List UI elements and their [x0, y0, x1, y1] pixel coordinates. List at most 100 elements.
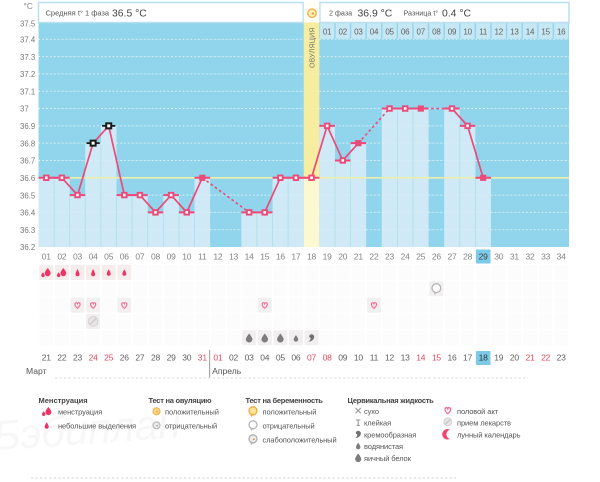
- svg-text:23: 23: [73, 353, 83, 363]
- svg-text:19: 19: [494, 353, 504, 363]
- svg-text:04: 04: [89, 252, 99, 262]
- svg-text:16: 16: [447, 353, 457, 363]
- svg-text:09: 09: [167, 252, 177, 262]
- svg-text:31: 31: [510, 252, 520, 262]
- svg-text:15: 15: [432, 353, 442, 363]
- svg-text:°C: °C: [24, 1, 33, 11]
- svg-text:небольшие выделения: небольшие выделения: [58, 422, 136, 431]
- svg-text:28: 28: [151, 353, 161, 363]
- svg-text:кремообразная: кремообразная: [364, 430, 416, 439]
- svg-text:Апрель: Апрель: [212, 366, 242, 376]
- svg-text:09: 09: [338, 353, 348, 363]
- svg-text:Тест на беременность: Тест на беременность: [246, 396, 324, 405]
- svg-text:03: 03: [245, 353, 255, 363]
- svg-text:клейкая: клейкая: [364, 419, 391, 428]
- svg-text:13: 13: [229, 252, 239, 262]
- svg-text:37.1: 37.1: [20, 87, 35, 96]
- svg-text:12: 12: [495, 28, 504, 37]
- svg-text:ОВУЛЯЦИЯ: ОВУЛЯЦИЯ: [309, 27, 316, 68]
- svg-text:08: 08: [323, 353, 333, 363]
- svg-text:13: 13: [401, 353, 411, 363]
- svg-text:04: 04: [370, 28, 379, 37]
- svg-text:23: 23: [557, 353, 567, 363]
- svg-text:24: 24: [89, 353, 99, 363]
- svg-text:16: 16: [276, 252, 286, 262]
- svg-text:слабоположительный: слабоположительный: [263, 436, 337, 445]
- svg-text:31: 31: [198, 353, 208, 363]
- svg-text:02: 02: [57, 252, 67, 262]
- svg-text:17: 17: [291, 252, 301, 262]
- svg-text:2 фаза: 2 фаза: [329, 9, 352, 18]
- svg-text:36.5 °C: 36.5 °C: [112, 9, 147, 20]
- svg-text:05: 05: [276, 353, 286, 363]
- svg-text:25: 25: [104, 353, 114, 363]
- svg-text:Разница t°: Разница t°: [404, 9, 439, 18]
- svg-text:отрицательный: отрицательный: [263, 422, 315, 431]
- svg-text:12: 12: [213, 252, 223, 262]
- svg-text:30: 30: [182, 353, 192, 363]
- svg-text:07: 07: [135, 252, 145, 262]
- svg-text:положительный: положительный: [263, 408, 317, 417]
- svg-text:09: 09: [448, 28, 457, 37]
- svg-text:36.2: 36.2: [20, 243, 35, 252]
- svg-text:24: 24: [401, 252, 411, 262]
- svg-text:14: 14: [416, 353, 426, 363]
- svg-text:37.3: 37.3: [20, 53, 35, 62]
- svg-text:0.4 °C: 0.4 °C: [442, 9, 471, 20]
- svg-text:36.7: 36.7: [20, 157, 35, 166]
- svg-text:прием лекарств: прием лекарств: [457, 419, 511, 428]
- svg-text:21: 21: [42, 353, 52, 363]
- svg-text:37.2: 37.2: [20, 70, 35, 79]
- svg-text:36.9 °C: 36.9 °C: [358, 9, 393, 20]
- svg-text:Цервикальная жидкость: Цервикальная жидкость: [348, 396, 435, 405]
- svg-text:30: 30: [494, 252, 504, 262]
- svg-text:10: 10: [354, 353, 364, 363]
- svg-text:06: 06: [120, 252, 130, 262]
- svg-text:11: 11: [370, 353, 379, 363]
- svg-text:16: 16: [557, 28, 566, 37]
- svg-text:29: 29: [479, 252, 489, 262]
- svg-text:36.4: 36.4: [20, 209, 36, 218]
- svg-text:21: 21: [354, 252, 364, 262]
- svg-text:отрицательный: отрицательный: [165, 422, 217, 431]
- svg-text:34: 34: [557, 252, 567, 262]
- svg-text:07: 07: [417, 28, 426, 37]
- svg-text:Март: Март: [26, 366, 47, 376]
- svg-text:01: 01: [42, 252, 52, 262]
- svg-text:20: 20: [338, 252, 348, 262]
- svg-text:36.9: 36.9: [20, 122, 35, 131]
- svg-text:водянистая: водянистая: [364, 442, 403, 451]
- svg-text:32: 32: [525, 252, 535, 262]
- svg-text:15: 15: [260, 252, 270, 262]
- svg-text:29: 29: [167, 353, 177, 363]
- svg-text:12: 12: [385, 353, 395, 363]
- svg-text:положительный: положительный: [165, 408, 219, 417]
- svg-text:07: 07: [307, 353, 317, 363]
- svg-text:03: 03: [73, 252, 83, 262]
- svg-text:36.6: 36.6: [20, 174, 35, 183]
- svg-text:15: 15: [541, 28, 550, 37]
- svg-text:02: 02: [339, 28, 348, 37]
- svg-text:28: 28: [463, 252, 473, 262]
- svg-text:04: 04: [260, 353, 270, 363]
- svg-text:33: 33: [541, 252, 551, 262]
- svg-text:05: 05: [104, 252, 114, 262]
- svg-text:03: 03: [354, 28, 363, 37]
- svg-text:08: 08: [151, 252, 161, 262]
- svg-text:21: 21: [525, 353, 535, 363]
- svg-text:14: 14: [245, 252, 255, 262]
- svg-text:19: 19: [323, 252, 333, 262]
- svg-text:01: 01: [213, 353, 223, 363]
- svg-text:17: 17: [463, 353, 473, 363]
- svg-text:02: 02: [229, 353, 239, 363]
- svg-text:22: 22: [57, 353, 67, 363]
- svg-text:сухо: сухо: [364, 407, 379, 416]
- svg-text:18: 18: [307, 252, 317, 262]
- svg-text:37.4: 37.4: [20, 36, 36, 45]
- svg-text:25: 25: [416, 252, 426, 262]
- svg-text:11: 11: [479, 28, 488, 37]
- svg-text:22: 22: [541, 353, 551, 363]
- svg-text:27: 27: [447, 252, 457, 262]
- svg-text:36.3: 36.3: [20, 226, 35, 235]
- svg-text:36.5: 36.5: [20, 191, 36, 200]
